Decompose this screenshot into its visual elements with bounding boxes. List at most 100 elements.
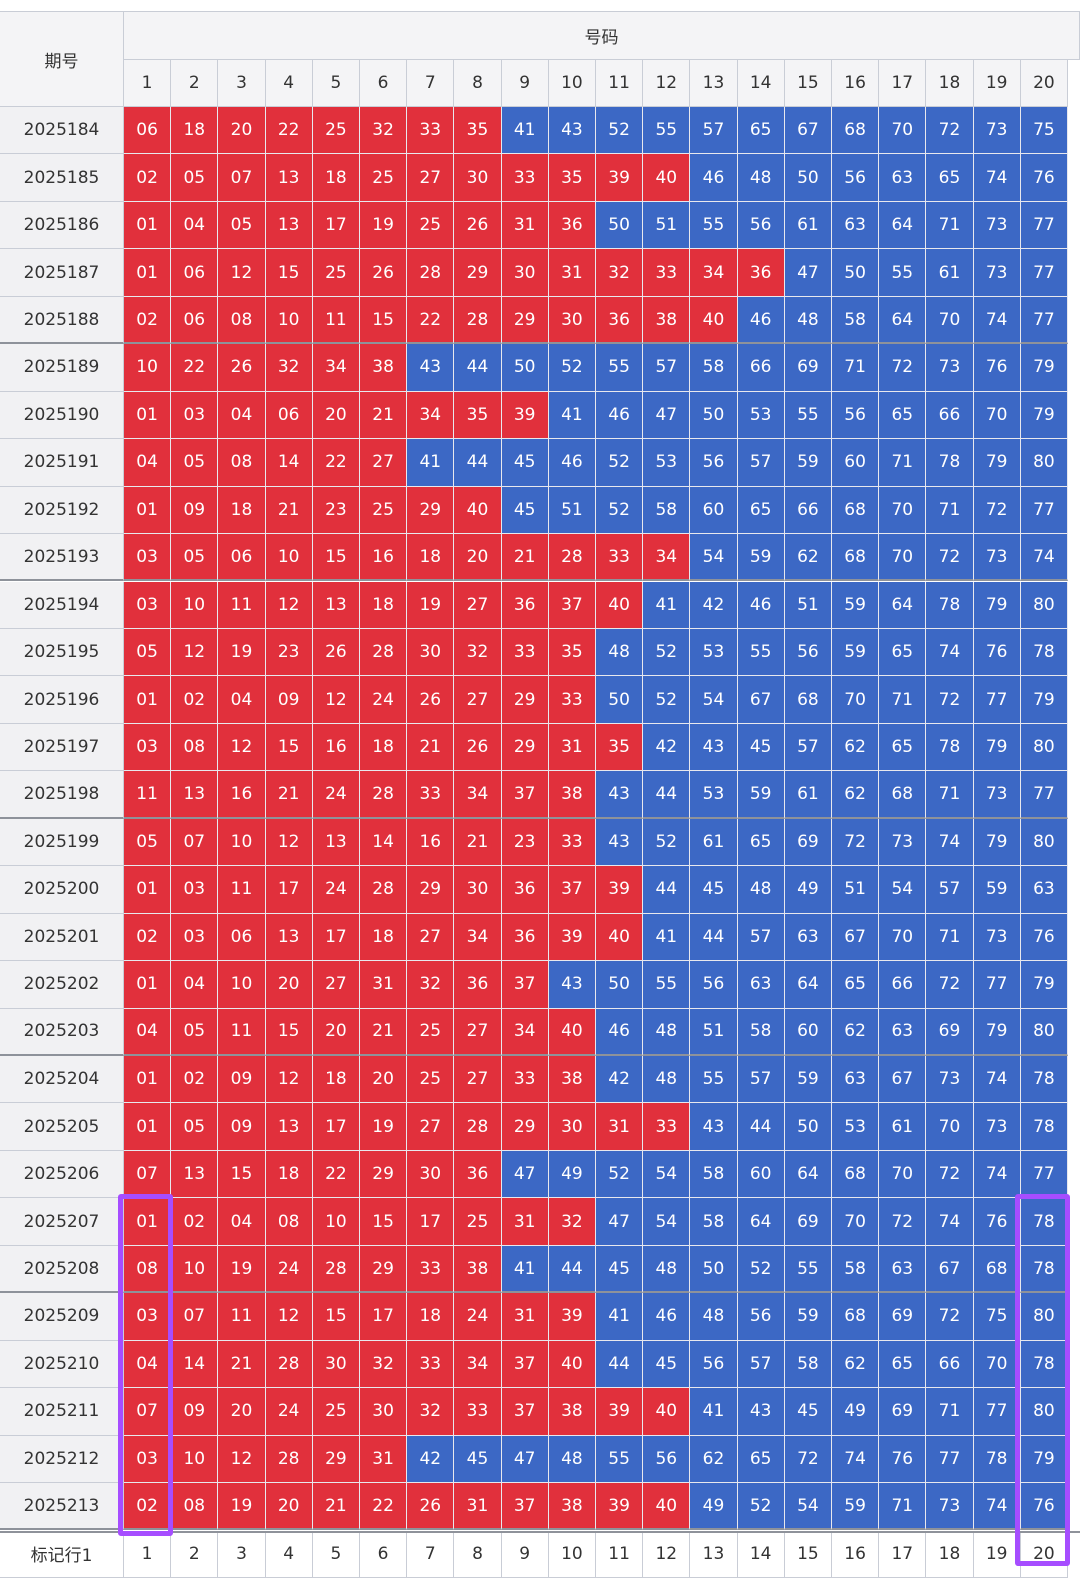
number-cell: 79 — [973, 818, 1021, 867]
number-cell: 69 — [926, 1008, 974, 1056]
number-cell: 15 — [360, 296, 408, 345]
number-cell: 40 — [643, 1483, 691, 1531]
number-cell: 29 — [501, 676, 549, 724]
number-cell: 79 — [973, 1008, 1021, 1056]
number-cell: 65 — [879, 628, 927, 677]
number-cell: 76 — [1020, 913, 1068, 962]
number-cell: 54 — [690, 676, 738, 724]
number-cell: 01 — [124, 866, 172, 914]
number-cell: 25 — [360, 154, 408, 202]
number-cell: 63 — [784, 913, 832, 962]
period-cell: 2025186 — [0, 201, 124, 250]
number-cell: 01 — [124, 249, 172, 297]
number-cell: 45 — [501, 486, 549, 535]
number-cell: 53 — [690, 771, 738, 819]
number-cell: 64 — [784, 961, 832, 1009]
number-cell: 39 — [548, 1293, 596, 1341]
number-cell: 08 — [171, 723, 219, 772]
number-cell: 52 — [548, 344, 596, 392]
number-cell: 05 — [171, 1103, 219, 1151]
period-cell: 2025185 — [0, 154, 124, 202]
number-cell: 20 — [218, 107, 266, 155]
number-cell: 20 — [218, 1388, 266, 1436]
number-cell: 50 — [832, 249, 880, 297]
number-cell: 27 — [454, 1008, 502, 1056]
number-cell: 22 — [171, 344, 219, 392]
marker-cell: 1 — [124, 1530, 172, 1578]
number-cell: 42 — [407, 1435, 455, 1484]
number-cell: 70 — [926, 1103, 974, 1151]
number-cell: 03 — [124, 1293, 172, 1341]
number-cell: 36 — [596, 296, 644, 345]
number-cell: 72 — [926, 1293, 974, 1341]
number-cell: 21 — [360, 1008, 408, 1056]
number-cell: 24 — [265, 1245, 313, 1294]
highlight-col-20 — [1014, 1194, 1070, 1567]
number-cell: 11 — [312, 296, 360, 345]
number-cell: 63 — [832, 1056, 880, 1104]
number-cell: 28 — [454, 1103, 502, 1151]
number-cell: 50 — [690, 391, 738, 440]
period-cell: 2025208 — [0, 1245, 124, 1294]
number-cell: 79 — [973, 581, 1021, 629]
number-cell: 18 — [407, 1293, 455, 1341]
number-cell: 07 — [171, 1293, 219, 1341]
number-cell: 26 — [218, 344, 266, 392]
number-cell: 13 — [171, 1150, 219, 1199]
number-cell: 19 — [218, 1483, 266, 1531]
number-cell: 25 — [407, 1056, 455, 1104]
column-header-1: 1 — [124, 60, 172, 107]
number-cell: 13 — [265, 201, 313, 250]
column-header-17: 17 — [879, 60, 927, 107]
number-cell: 32 — [407, 961, 455, 1009]
number-cell: 38 — [548, 771, 596, 819]
number-cell: 12 — [265, 818, 313, 867]
number-cell: 36 — [737, 249, 785, 297]
number-cell: 06 — [171, 296, 219, 345]
number-cell: 77 — [1020, 1150, 1068, 1199]
number-cell: 62 — [832, 1008, 880, 1056]
number-cell: 76 — [1020, 1483, 1068, 1531]
number-cell: 52 — [596, 107, 644, 155]
table-top-border — [0, 11, 1080, 12]
number-cell: 04 — [218, 391, 266, 440]
number-cell: 13 — [265, 154, 313, 202]
number-cell: 39 — [596, 1483, 644, 1531]
period-cell: 2025189 — [0, 344, 124, 392]
number-cell: 54 — [643, 1198, 691, 1246]
number-cell: 66 — [784, 486, 832, 535]
period-cell: 2025184 — [0, 107, 124, 155]
number-cell: 09 — [171, 1388, 219, 1436]
number-cell: 07 — [218, 154, 266, 202]
number-cell: 38 — [454, 1245, 502, 1294]
number-cell: 21 — [312, 1483, 360, 1531]
number-cell: 03 — [124, 534, 172, 582]
number-cell: 68 — [784, 676, 832, 724]
number-cell: 50 — [596, 961, 644, 1009]
number-cell: 43 — [690, 723, 738, 772]
number-cell: 09 — [171, 486, 219, 535]
number-cell: 64 — [879, 296, 927, 345]
number-cell: 55 — [643, 961, 691, 1009]
number-cell: 05 — [218, 201, 266, 250]
number-cell: 44 — [548, 1245, 596, 1294]
number-cell: 16 — [218, 771, 266, 819]
number-cell: 35 — [596, 723, 644, 772]
number-cell: 56 — [643, 1435, 691, 1484]
number-cell: 25 — [407, 201, 455, 250]
period-cell: 2025205 — [0, 1103, 124, 1151]
number-cell: 22 — [312, 439, 360, 487]
number-cell: 48 — [643, 1008, 691, 1056]
number-cell: 78 — [1020, 1245, 1068, 1294]
column-header-6: 6 — [360, 60, 408, 107]
number-cell: 27 — [454, 676, 502, 724]
number-cell: 05 — [171, 534, 219, 582]
number-cell: 24 — [312, 771, 360, 819]
number-cell: 74 — [973, 1150, 1021, 1199]
number-cell: 13 — [265, 913, 313, 962]
number-cell: 19 — [360, 201, 408, 250]
number-cell: 25 — [454, 1198, 502, 1246]
number-cell: 65 — [879, 391, 927, 440]
number-cell: 12 — [312, 676, 360, 724]
number-cell: 60 — [832, 439, 880, 487]
